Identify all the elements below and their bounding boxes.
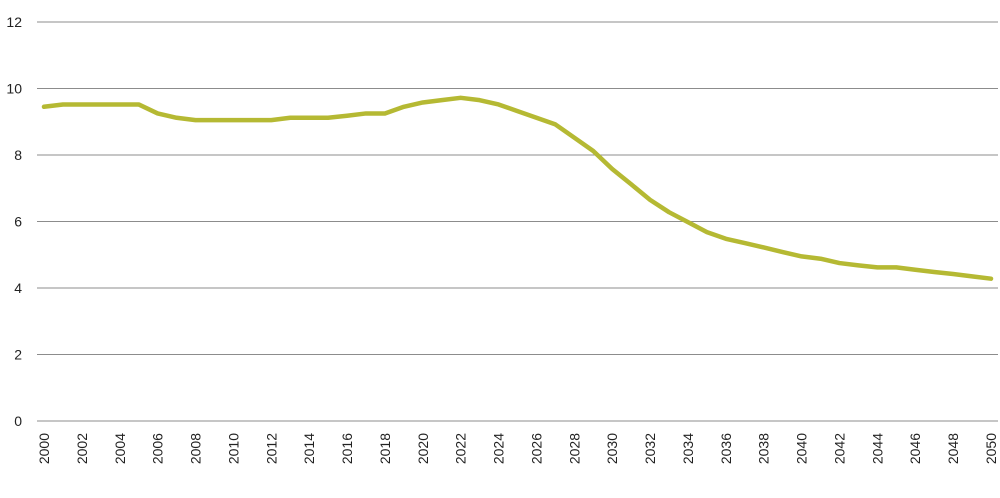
x-tick-label: 2002 [74,433,90,464]
x-tick-label: 2028 [566,433,582,464]
x-tick-label: 2024 [491,433,507,464]
y-tick-label: 0 [14,413,22,429]
series-line-0 [41,95,994,281]
series-lines [41,95,994,281]
x-tick-label: 2042 [831,433,847,464]
x-tick-label: 2036 [718,433,734,464]
x-tick-label: 2030 [604,433,620,464]
x-tick-label: 2018 [377,433,393,464]
x-tick-label: 2006 [150,433,166,464]
y-axis-tick-labels: 0 2 4 6 8 10 12 [6,14,22,429]
x-tick-label: 2038 [756,433,772,464]
x-tick-label: 2040 [794,433,810,464]
x-tick-label: 2016 [339,433,355,464]
x-tick-label: 2010 [225,433,241,464]
x-tick-label: 2012 [263,433,279,464]
y-tick-label: 4 [14,280,22,296]
x-tick-label: 2000 [36,433,52,464]
x-tick-label: 2046 [907,433,923,464]
x-tick-label: 2032 [642,433,658,464]
x-tick-label: 2020 [415,433,431,464]
x-tick-label: 2026 [528,433,544,464]
x-tick-label: 2050 [983,433,999,464]
y-tick-label: 6 [14,214,22,230]
y-tick-label: 12 [6,14,22,30]
y-tick-label: 10 [6,81,22,97]
x-tick-label: 2022 [453,433,469,464]
x-tick-label: 2008 [188,433,204,464]
gridlines [37,21,998,422]
x-tick-label: 2014 [301,433,317,464]
x-axis-tick-labels: 2000 2002 2004 2006 2008 2010 2012 2014 2016 2018… [36,433,999,464]
y-tick-label: 2 [14,347,22,363]
x-tick-label: 2044 [869,433,885,464]
y-tick-label: 8 [14,147,22,163]
x-tick-label: 2004 [112,433,128,464]
x-tick-label: 2034 [680,433,696,464]
x-tick-label: 2048 [945,433,961,464]
